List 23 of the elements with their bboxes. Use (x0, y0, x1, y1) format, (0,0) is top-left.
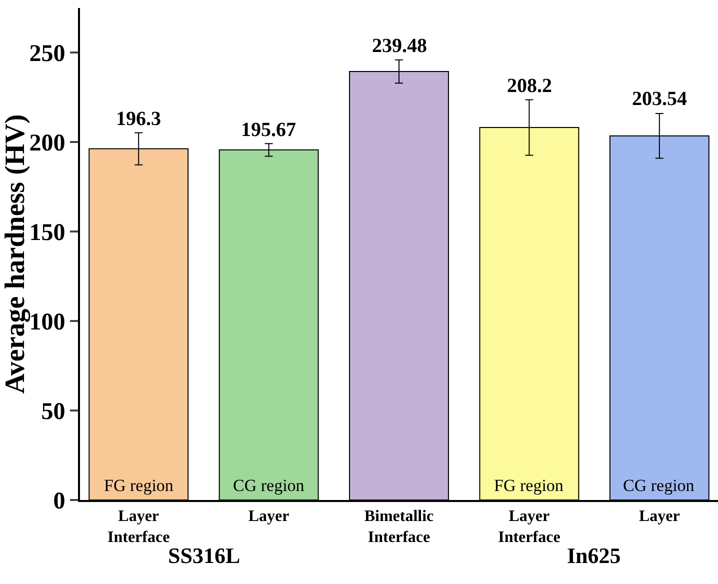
y-tick-label: 0 (53, 488, 66, 514)
x-tick-label: Layer Interface (498, 508, 560, 546)
data-label: 195.67 (241, 119, 296, 141)
annotation: FG region (494, 476, 564, 495)
y-tick-label: 100 (29, 309, 66, 336)
annotation: FG region (104, 476, 174, 495)
annotation: CG region (623, 476, 695, 495)
x-tick-label: Layer (638, 508, 680, 526)
x-tick-label: Layer (248, 508, 290, 526)
data-label: 208.2 (507, 75, 552, 97)
y-tick-label: 150 (29, 220, 66, 246)
y-tick-label: 200 (29, 130, 66, 157)
data-label: 203.54 (632, 88, 687, 110)
data-label: 239.48 (372, 35, 427, 57)
y-tick-label: 50 (41, 398, 66, 425)
x-tick-label: Layer Interface (107, 508, 170, 546)
y-tick-label: 250 (29, 41, 66, 68)
y-axis-title: Average hardness (HV) (0, 114, 31, 394)
annotation: CG region (233, 476, 305, 495)
x-tick-label: Bimetallic Interface (364, 508, 434, 546)
text: In625 (567, 543, 621, 568)
data-label: 196.3 (116, 108, 161, 130)
text: SS316L (168, 543, 240, 568)
